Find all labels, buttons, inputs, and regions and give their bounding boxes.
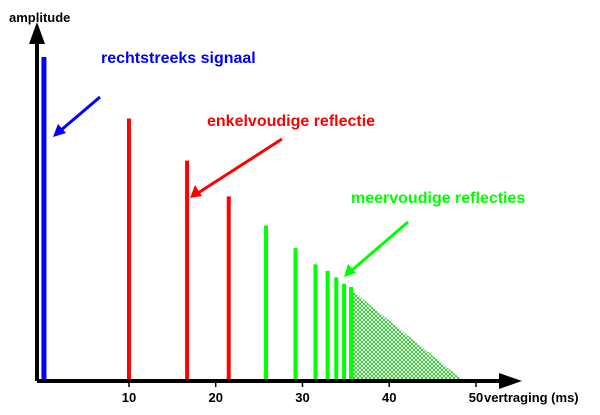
arrow-direct-signal [53, 95, 101, 137]
annotation-direct-signal: rechtstreeks signaal [101, 50, 256, 67]
arrow-single-reflection [190, 137, 283, 198]
x-tick-label-1: 20 [208, 390, 222, 405]
reverb-tail-hatch [351, 290, 464, 381]
x-tick-label-3: 40 [382, 390, 396, 405]
y-axis-arrowhead [29, 22, 45, 44]
x-tick-label-0: 10 [122, 390, 136, 405]
x-tick-label-4: 50 [469, 390, 483, 405]
annotation-single-reflection: enkelvoudige reflectie [207, 113, 375, 130]
arrow-multiple-reflections [344, 220, 409, 277]
x-tick-label-2: 30 [295, 390, 309, 405]
annotation-multiple-reflections: meervoudige reflecties [351, 190, 525, 207]
x-axis-label: vertraging (ms) [484, 390, 579, 405]
x-axis-arrowhead [499, 373, 522, 389]
y-axis-label: amplitude [9, 10, 70, 25]
